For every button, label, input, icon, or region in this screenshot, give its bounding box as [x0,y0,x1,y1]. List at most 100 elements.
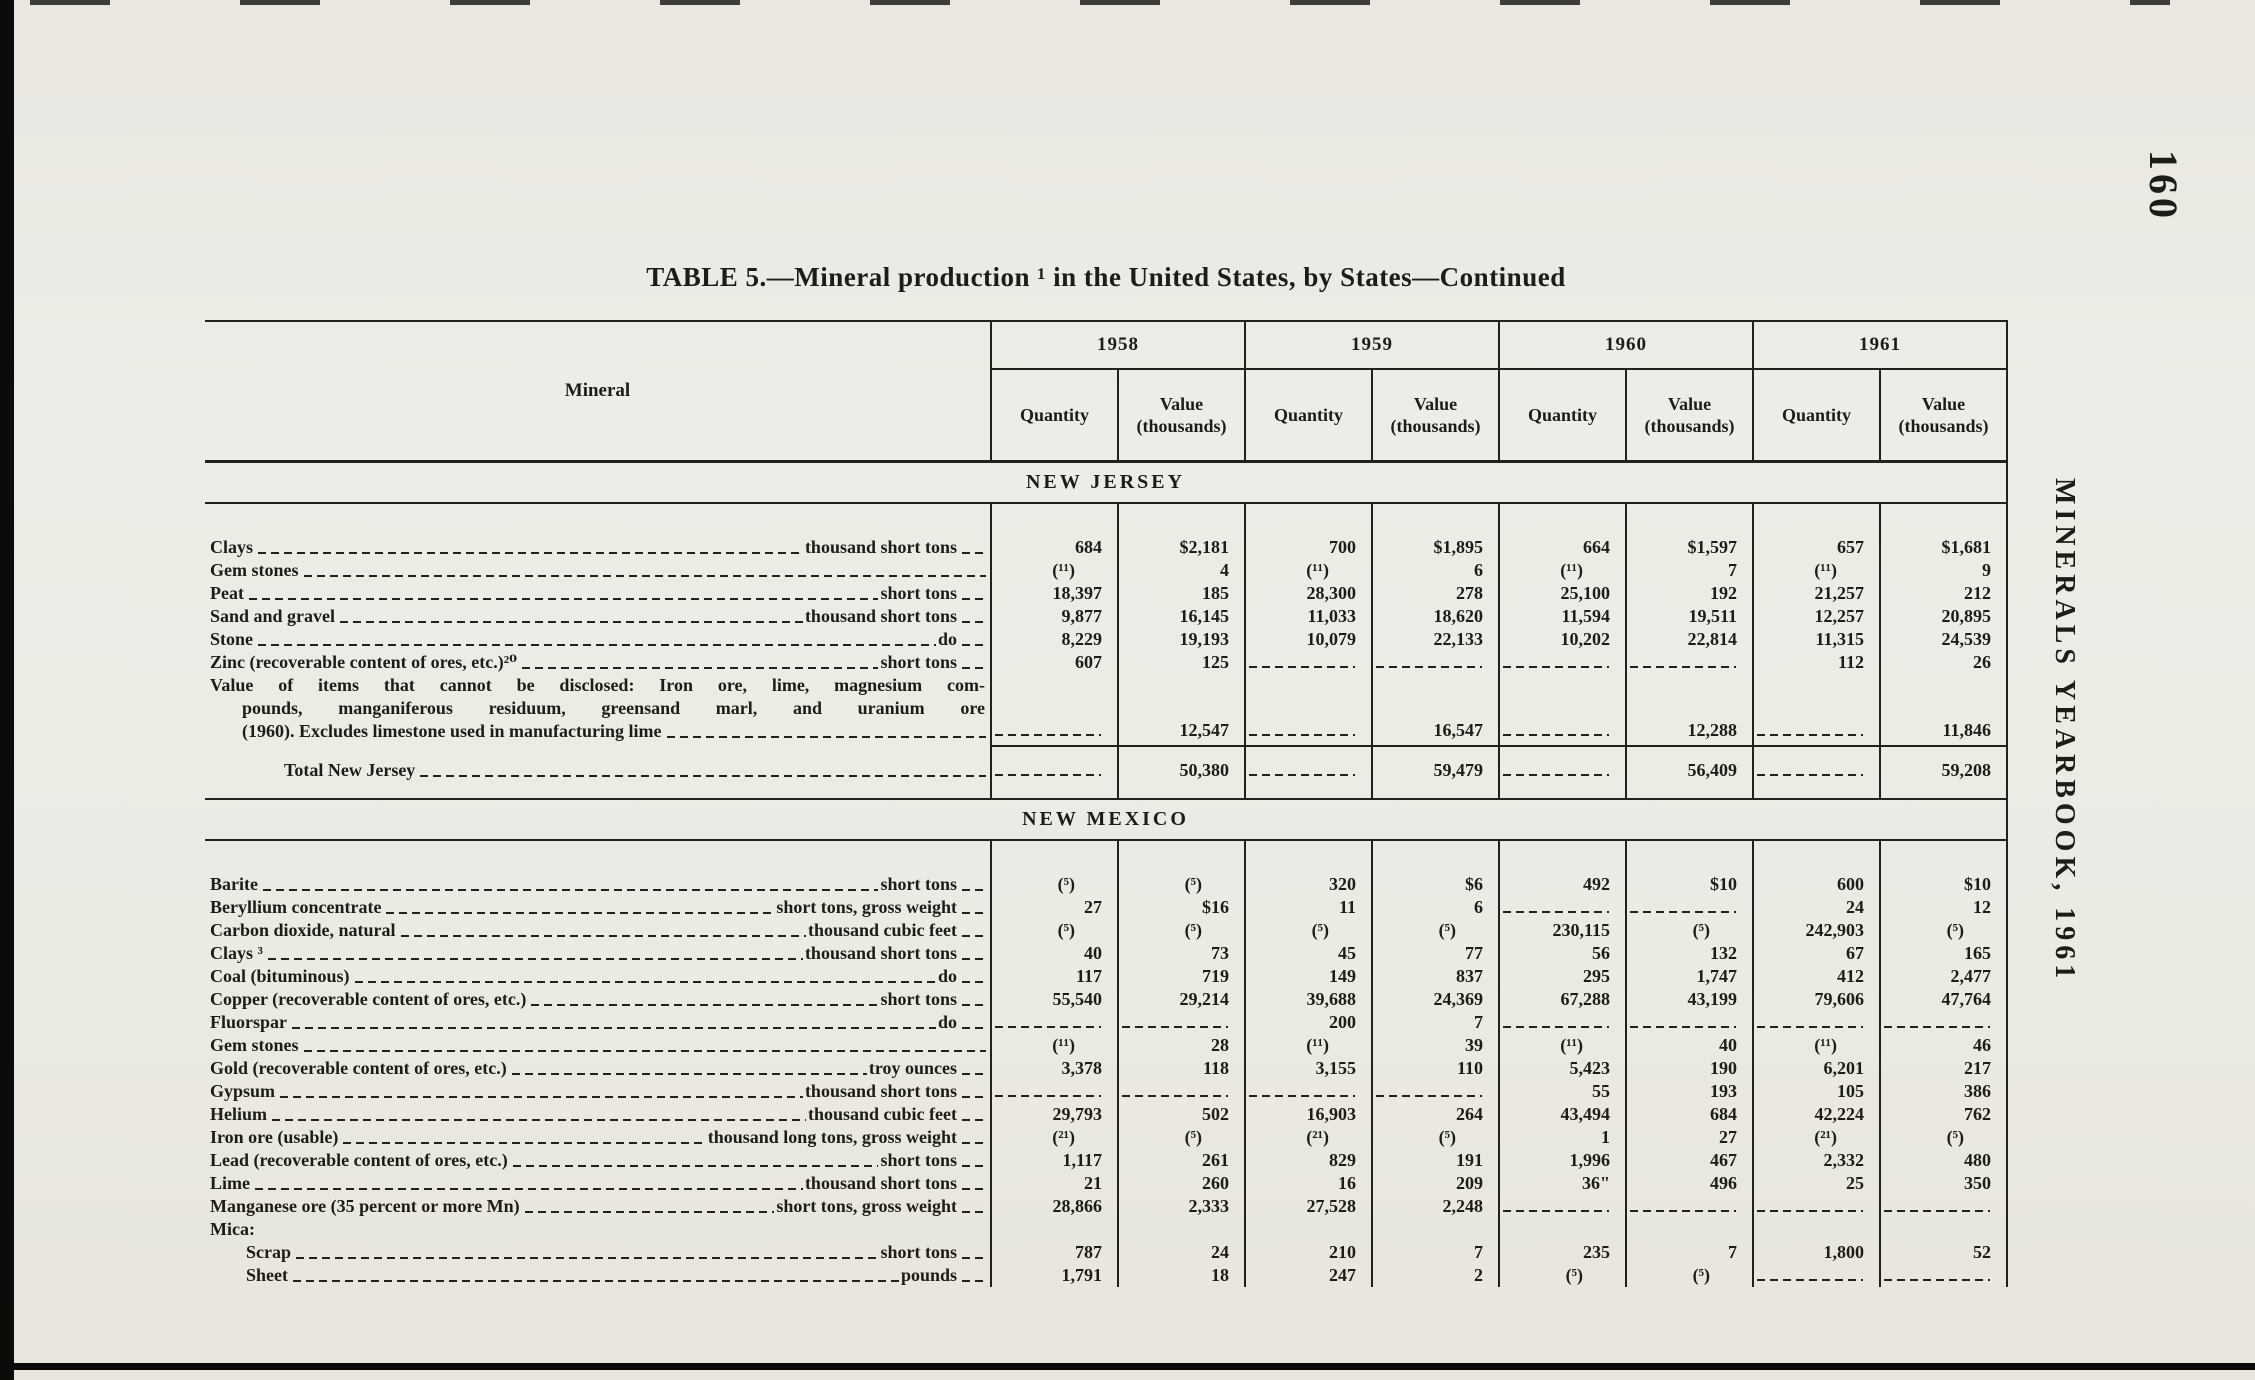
leader-tail [962,888,988,891]
value-cell: $1,597 [1625,503,1753,559]
leader-line [248,597,879,600]
leader-tail [962,1095,988,1098]
leader-line [524,1210,775,1213]
value-cell: 480 [1879,1149,2007,1172]
value-cell: 18 [1117,1264,1245,1287]
label-text: Coal (bituminous) [210,966,350,986]
value-cell: 350 [1879,1172,2007,1195]
wrapped-label-line: (1960). Excludes limestone used in manuf… [210,720,988,743]
leader-tail [962,1279,988,1282]
quantity-cell: 6,201 [1752,1057,1880,1080]
quantity-cell: 149 [1244,965,1372,988]
label-text: Copper (recoverable content of ores, etc… [210,989,527,1009]
value-cell: 12 [1879,896,2007,919]
quantity-cell [1244,674,1372,746]
quantity-cell: 56 [1498,942,1626,965]
label-text: Carbon dioxide, natural [210,920,396,940]
mineral-label: Lead (recoverable content of ores, etc.)… [210,1149,988,1172]
table-row: Coal (bituminous) do 117 719 149 837 295 1,747 4… [205,965,2007,988]
year-header-1958: 1958 [990,320,1245,370]
label-text: Peat [210,583,244,603]
table-row: Manganese ore (35 percent or more Mn) sho… [205,1195,2007,1218]
value-cell: (⁵) [1879,919,2007,942]
leader-tail [962,666,988,669]
value-cell: 837 [1371,965,1499,988]
quantity-cell: (⁵) [1244,919,1372,942]
no-data-dashes [1757,733,1863,736]
value-cell: 185 [1117,582,1245,605]
unit-text: short tons, gross weight [776,897,957,917]
no-data-dashes [1630,665,1736,668]
value-cell [1117,1218,1245,1241]
no-data-dashes [1884,1209,1990,1212]
table-row: Gem stones (¹¹) 28 (¹¹) 39 (¹¹) 40 (¹¹) 46 [205,1034,2007,1057]
no-data-dashes [1503,1209,1609,1212]
value-cell: 39 [1371,1034,1499,1057]
quantity-cell: (¹¹) [1498,1034,1626,1057]
quantity-cell [1498,1011,1626,1034]
value-cell: 12,288 [1625,674,1753,746]
table-row: Zinc (recoverable content of ores, etc.)… [205,651,2007,674]
leader-line [354,980,936,983]
leader-line [303,574,986,577]
quantity-cell: 29,793 [990,1103,1118,1126]
value-cell: (⁵) [1117,1126,1245,1149]
quantity-cell: (⁵) [990,919,1118,942]
value-cell: 4 [1117,559,1245,582]
mineral-label-cell: Fluorspar do [205,1011,991,1034]
value-cell: $1,681 [1879,503,2007,559]
mineral-label-cell: Carbon dioxide, natural thousand cubic fe… [205,919,991,942]
value-cell [1371,1218,1499,1241]
value-cell [1625,1218,1753,1241]
value-header-line: (thousands) [1898,416,1989,436]
value-cell: 29,214 [1117,988,1245,1011]
value-cell [1879,1218,2007,1241]
value-cell: 24,539 [1879,628,2007,651]
table-row: Total New Jersey 50,380 59,479 56,409 59,208 [205,745,2007,799]
no-data-dashes [1757,1278,1863,1281]
label-text: Zinc (recoverable content of ores, etc.)… [210,652,518,672]
quantity-cell: 787 [990,1241,1118,1264]
section-band: NEW MEXICO [205,798,2007,841]
value-cell [1117,1011,1245,1034]
value-cell: 16,145 [1117,605,1245,628]
label-text: Scrap [246,1242,291,1262]
section-title: NEW JERSEY [205,460,2007,504]
quantity-cell: 67,288 [1498,988,1626,1011]
value-cell: 22,814 [1625,628,1753,651]
leader-line [531,1003,879,1006]
table-row: Iron ore (usable) thousand long tons, gro… [205,1126,2007,1149]
quantity-cell: 600 [1752,840,1880,896]
label-text: Iron ore (usable) [210,1127,339,1147]
quantity-cell: 79,606 [1752,988,1880,1011]
quantity-cell: (²¹) [1244,1126,1372,1149]
value-cell: 193 [1625,1080,1753,1103]
no-data-dashes [1630,1209,1736,1212]
value-cell [1879,1011,2007,1034]
quantity-cell: (¹¹) [1244,559,1372,582]
value-cell: 1,747 [1625,965,1753,988]
wrapped-label-line: Value of items that cannot be disclosed:… [210,674,988,697]
value-cell: $10 [1625,840,1753,896]
value-cell: 46 [1879,1034,2007,1057]
unit-text: do [937,1012,957,1032]
measure-header-row: Quantity Value (thousands) Quantity Value… [205,368,2007,463]
leader-line [267,957,803,960]
table-row: Lead (recoverable content of ores, etc.)… [205,1149,2007,1172]
value-cell: 2,248 [1371,1195,1499,1218]
value-cell: 212 [1879,582,2007,605]
value-cell: 209 [1371,1172,1499,1195]
value-header: Value (thousands) [1371,368,1499,463]
value-cell: $16 [1117,896,1245,919]
value-cell [1879,1195,2007,1218]
quantity-cell: 2,332 [1752,1149,1880,1172]
unit-text: thousand short tons [804,943,957,963]
unit-text: thousand short tons [804,537,957,557]
leader-tail [962,1210,988,1213]
no-data-dashes [995,1025,1101,1028]
value-cell: 6 [1371,559,1499,582]
table-row: Helium thousand cubic feet 29,793 502 16,903… [205,1103,2007,1126]
value-cell: 261 [1117,1149,1245,1172]
value-header-line: Value [1667,394,1712,414]
quantity-cell [990,1218,1118,1241]
